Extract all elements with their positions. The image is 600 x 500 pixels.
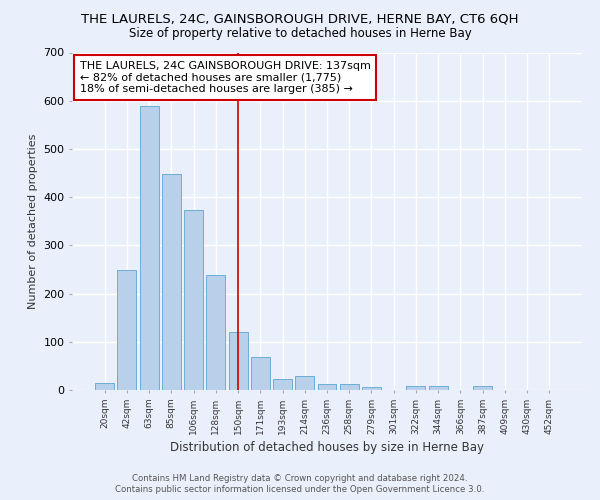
Y-axis label: Number of detached properties: Number of detached properties — [28, 134, 38, 309]
Text: Size of property relative to detached houses in Herne Bay: Size of property relative to detached ho… — [128, 28, 472, 40]
Bar — [251, 357, 270, 390]
Text: Contains HM Land Registry data © Crown copyright and database right 2024.
Contai: Contains HM Land Registry data © Crown c… — [115, 474, 485, 494]
Bar — [118, 270, 136, 390]
Text: THE LAURELS, 24C GAINSBOROUGH DRIVE: 137sqm
← 82% of detached houses are smaller: THE LAURELS, 24C GAINSBOROUGH DRIVE: 137… — [80, 61, 371, 94]
Bar — [429, 386, 448, 390]
X-axis label: Distribution of detached houses by size in Herne Bay: Distribution of detached houses by size … — [170, 441, 484, 454]
Text: THE LAURELS, 24C, GAINSBOROUGH DRIVE, HERNE BAY, CT6 6QH: THE LAURELS, 24C, GAINSBOROUGH DRIVE, HE… — [81, 12, 519, 26]
Bar — [317, 384, 337, 390]
Bar — [140, 106, 158, 390]
Bar — [162, 174, 181, 390]
Bar — [206, 275, 225, 390]
Bar — [362, 387, 381, 390]
Bar — [473, 386, 492, 390]
Bar — [229, 332, 248, 390]
Bar — [295, 376, 314, 390]
Bar — [95, 383, 114, 390]
Bar — [184, 210, 203, 390]
Bar — [340, 384, 359, 390]
Bar — [406, 386, 425, 390]
Bar — [273, 380, 292, 390]
